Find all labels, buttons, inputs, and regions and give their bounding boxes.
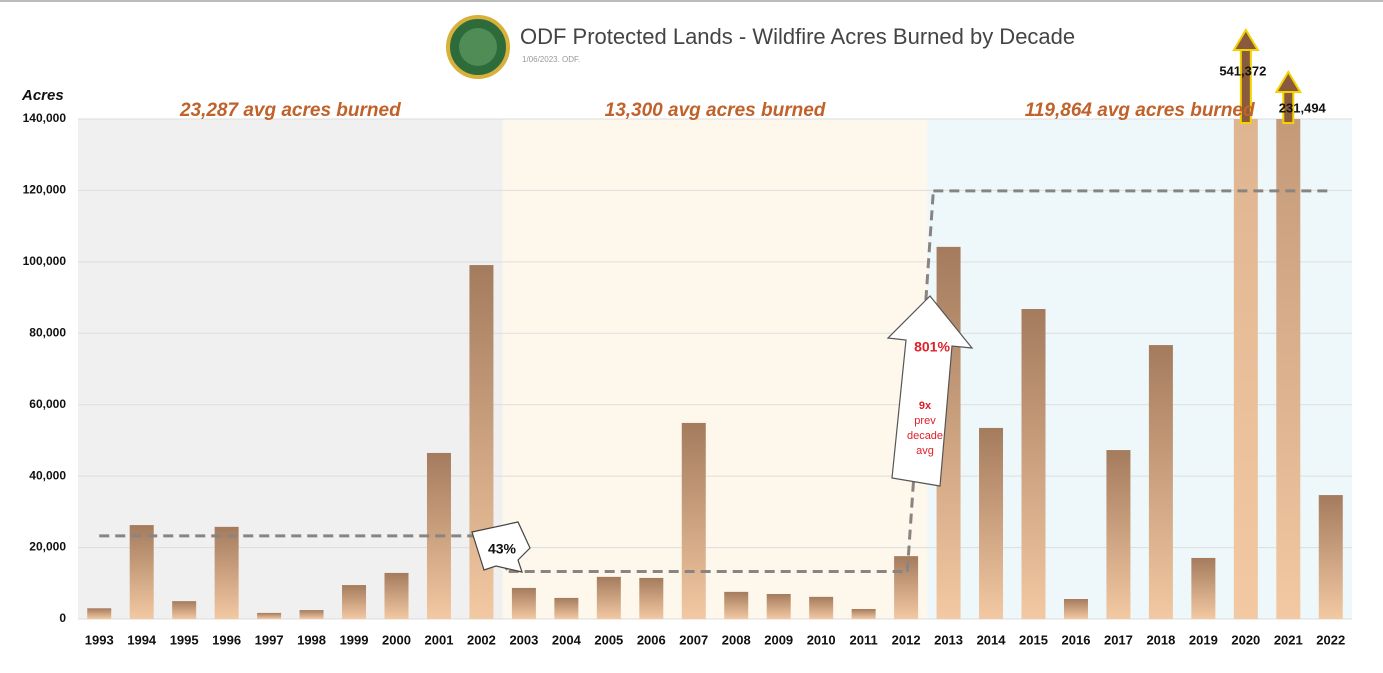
decade-average-label: 23,287 avg acres burned <box>179 100 401 121</box>
x-tick-label: 2011 <box>850 632 878 647</box>
x-tick-label: 2001 <box>425 632 454 647</box>
bar <box>681 422 706 619</box>
bar <box>1233 119 1258 619</box>
bar <box>511 587 536 619</box>
bar <box>979 427 1004 619</box>
y-tick-label: 80,000 <box>29 325 66 339</box>
y-tick-label: 20,000 <box>29 540 66 554</box>
y-tick-label: 140,000 <box>23 111 67 125</box>
rise-note: decade <box>907 430 943 442</box>
bar <box>766 594 791 619</box>
chart-title: ODF Protected Lands - Wildfire Acres Bur… <box>520 24 1075 49</box>
bar <box>1191 557 1216 619</box>
bar <box>1063 599 1088 619</box>
drop-label: 43% <box>488 541 517 557</box>
overflow-arrow-head <box>1232 28 1260 51</box>
x-tick-label: 2013 <box>934 632 963 647</box>
y-axis-label: Acres <box>21 87 64 104</box>
bars <box>87 119 1343 619</box>
x-tick-label: 1996 <box>212 632 241 647</box>
bar <box>299 610 324 619</box>
x-tick-label: 2010 <box>807 632 836 647</box>
x-tick-label: 2012 <box>892 632 921 647</box>
decade-average-label: 13,300 avg acres burned <box>605 100 826 121</box>
bar <box>596 576 621 619</box>
bar <box>1021 309 1046 619</box>
x-tick-label: 2016 <box>1062 632 1091 647</box>
bar <box>384 572 409 619</box>
x-tick-label: 2015 <box>1019 632 1048 647</box>
x-tick-label: 2007 <box>679 632 708 647</box>
decade-average-label: 119,864 avg acres burned <box>1025 100 1255 121</box>
bar <box>639 577 664 619</box>
x-tick-label: 2019 <box>1189 632 1218 647</box>
x-tick-label: 2004 <box>552 632 582 647</box>
x-tick-label: 2014 <box>977 632 1007 647</box>
x-tick-label: 1998 <box>297 632 326 647</box>
x-tick-label: 2008 <box>722 632 751 647</box>
bar <box>214 526 239 619</box>
x-tick-label: 1993 <box>85 632 114 647</box>
chart-subtitle: 1/06/2023. ODF. <box>522 55 580 64</box>
x-tick-label: 2021 <box>1274 632 1303 647</box>
x-tick-label: 2003 <box>509 632 538 647</box>
rise-note: 9x <box>919 400 932 412</box>
y-tick-label: 0 <box>59 611 66 625</box>
y-tick-label: 60,000 <box>29 397 66 411</box>
x-tick-label: 1997 <box>255 632 284 647</box>
bar <box>1276 119 1301 619</box>
value-label: 541,372 <box>1219 63 1266 78</box>
x-tick-label: 1999 <box>340 632 369 647</box>
rise-note: avg <box>916 445 934 457</box>
bar <box>1318 495 1343 619</box>
rise-label: 801% <box>914 339 950 355</box>
x-tick-label: 2002 <box>467 632 496 647</box>
rise-note: prev <box>914 415 936 427</box>
decade-background <box>502 119 928 619</box>
value-label: 231,494 <box>1279 100 1327 115</box>
x-tick-label: 2017 <box>1104 632 1133 647</box>
bar <box>1148 345 1173 619</box>
bar <box>342 585 367 619</box>
overflow-arrow-head <box>1274 70 1303 93</box>
rise-arrow <box>886 295 974 487</box>
bar <box>809 596 834 619</box>
bar <box>129 525 154 619</box>
x-tick-label: 2009 <box>764 632 793 647</box>
x-tick-label: 1994 <box>127 632 157 647</box>
y-tick-label: 40,000 <box>29 468 66 482</box>
x-tick-label: 1995 <box>170 632 199 647</box>
bar <box>1106 450 1131 619</box>
x-tick-label: 2000 <box>382 632 411 647</box>
x-tick-label: 2018 <box>1146 632 1175 647</box>
y-tick-label: 120,000 <box>23 183 67 197</box>
bar <box>894 556 919 619</box>
bar <box>851 609 876 619</box>
bar <box>87 608 112 619</box>
bar <box>554 597 579 619</box>
bar <box>172 601 197 619</box>
bar <box>724 591 749 619</box>
x-tick-label: 2020 <box>1231 632 1260 647</box>
x-tick-label: 2006 <box>637 632 666 647</box>
x-tick-label: 2022 <box>1316 632 1345 647</box>
x-tick-label: 2005 <box>594 632 623 647</box>
bar <box>257 612 282 619</box>
logo-inner <box>459 28 497 66</box>
drop-arrow <box>471 521 531 573</box>
y-tick-label: 100,000 <box>23 254 67 268</box>
